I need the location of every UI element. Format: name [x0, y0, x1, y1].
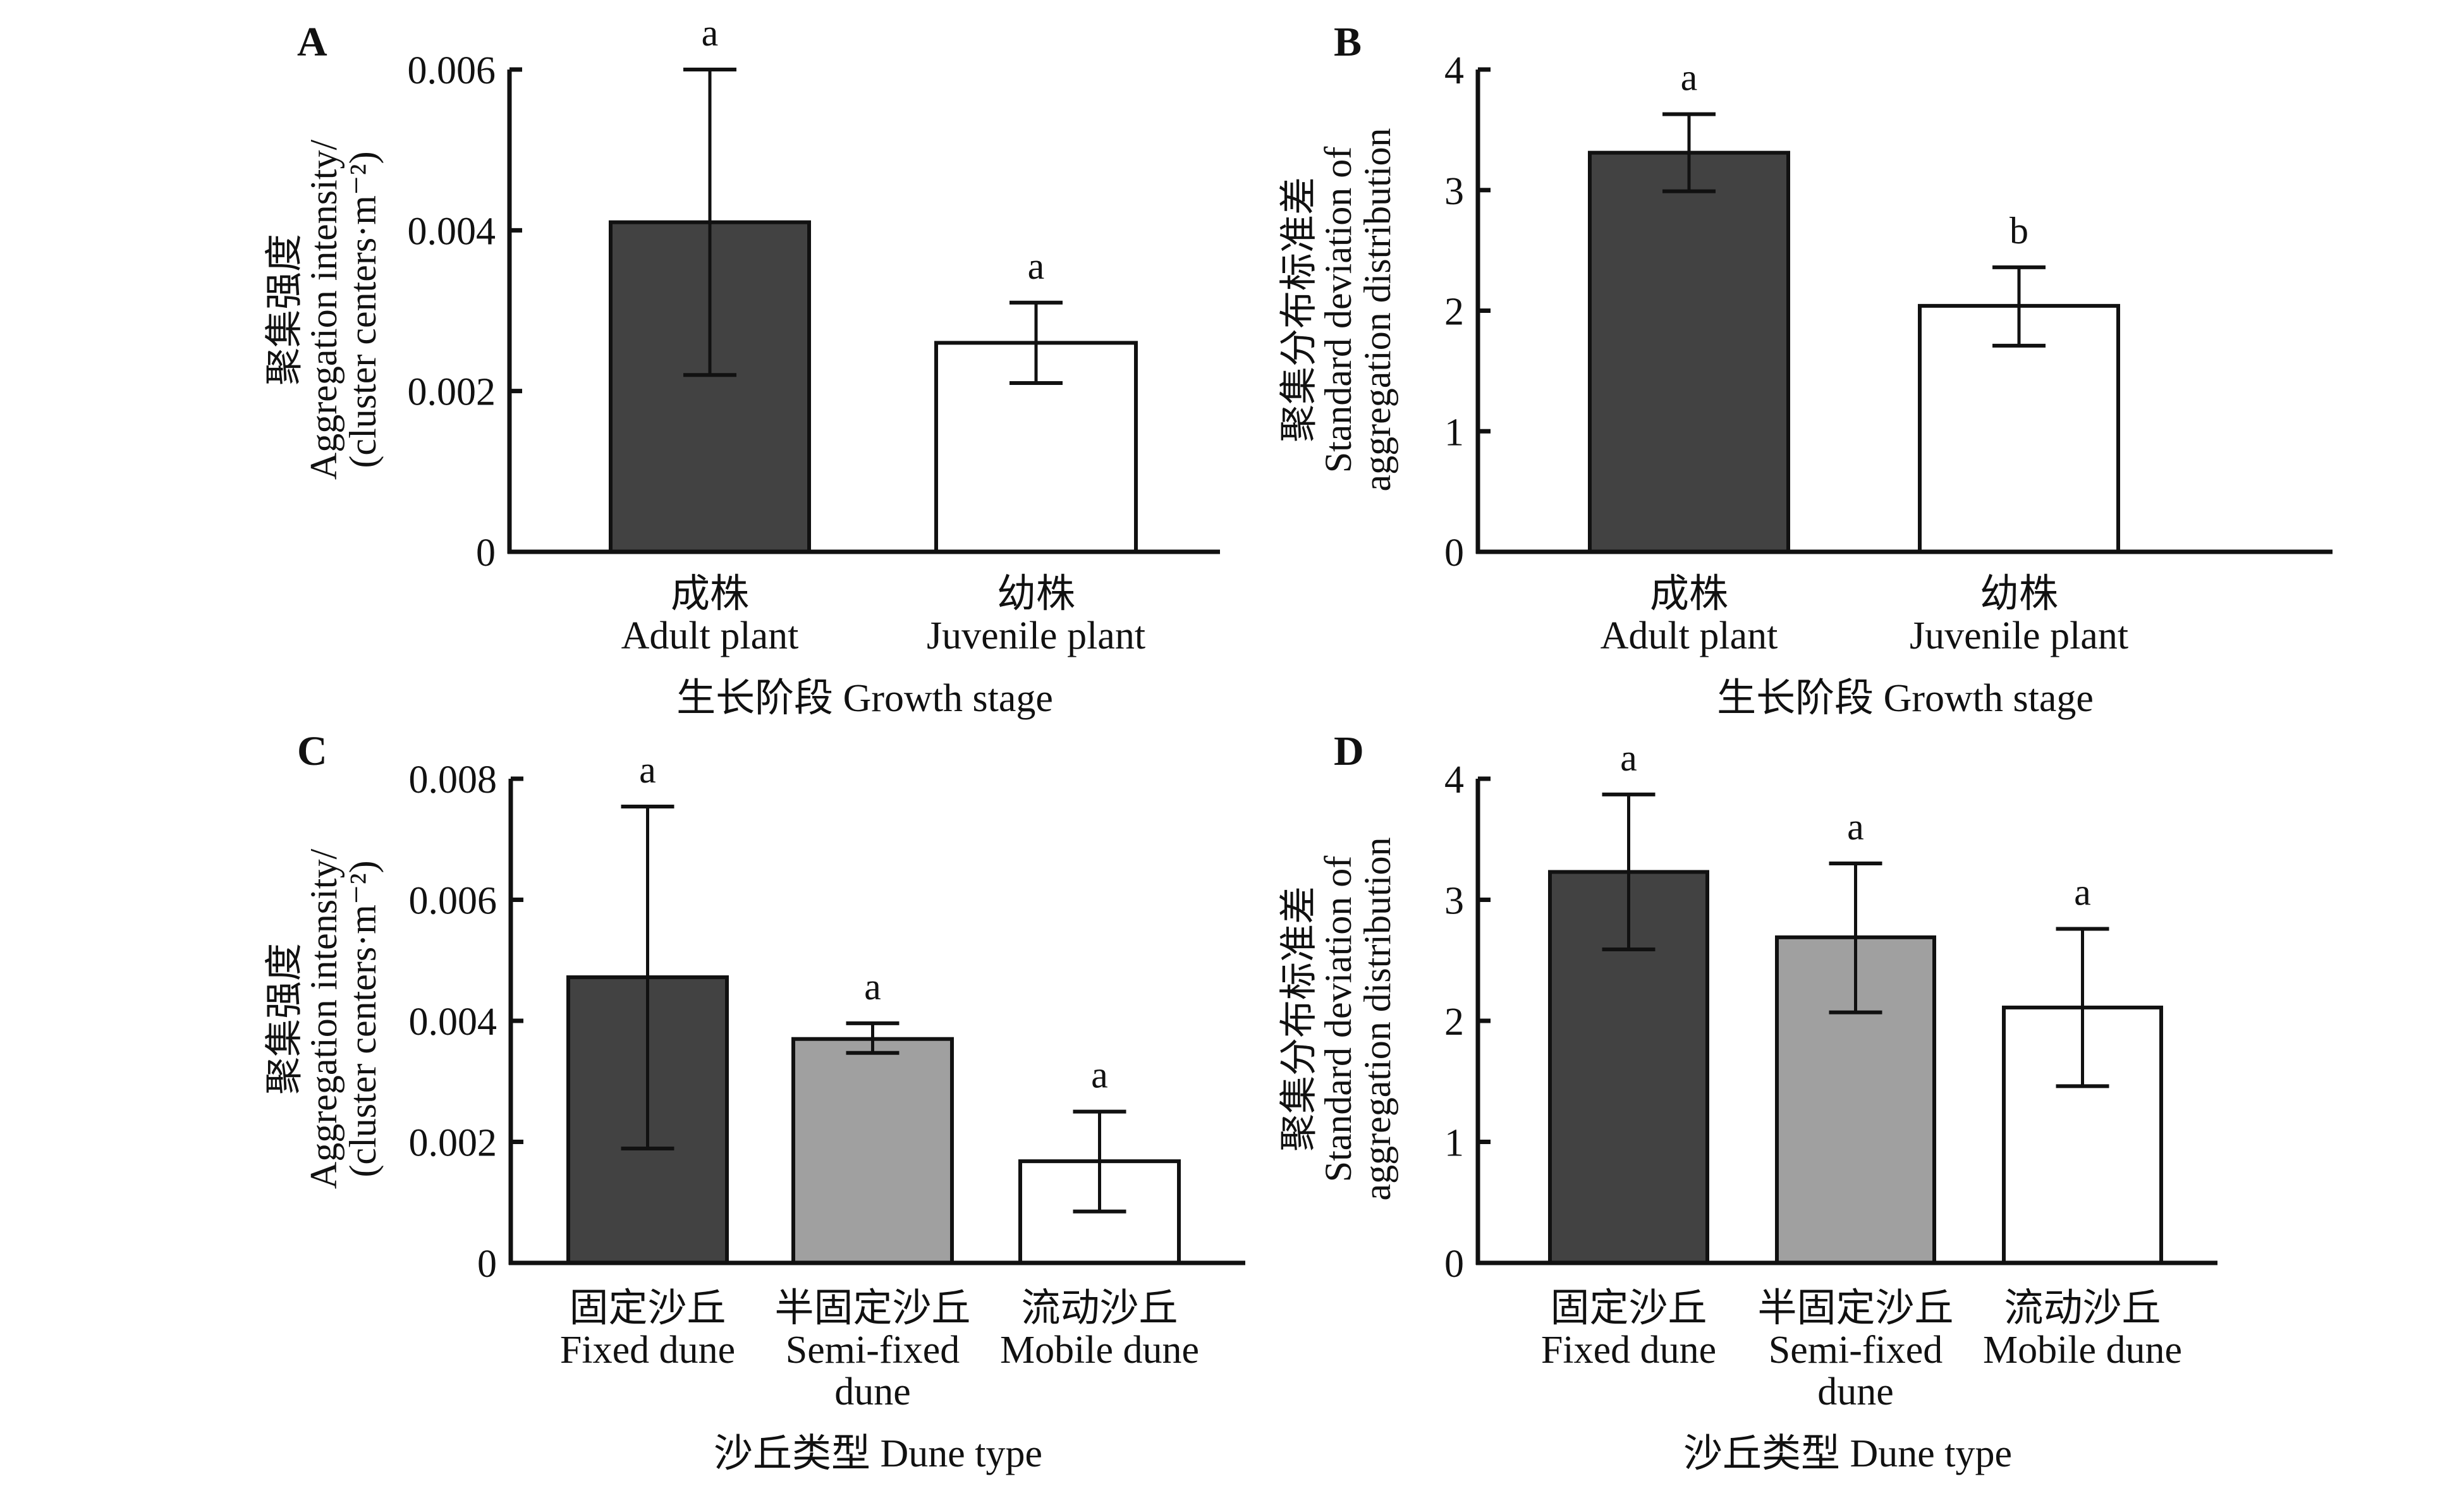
x-category-label: 固定沙丘 — [1550, 1287, 1707, 1330]
y-tick-label: 0.002 — [408, 371, 496, 414]
x-axis-title: 生长阶段 Growth stage — [676, 677, 1053, 720]
significance-letter: a — [1847, 806, 1864, 848]
x-category-label: Fixed dune — [560, 1329, 735, 1372]
x-category-label: 幼株 — [997, 573, 1075, 616]
y-tick-label: 1 — [1444, 1122, 1464, 1165]
x-category-label: Mobile dune — [1000, 1329, 1199, 1372]
panel-label: D — [1334, 728, 1364, 774]
x-category-label: Juvenile plant — [927, 614, 1145, 657]
y-tick-label: 0 — [1444, 1243, 1464, 1286]
significance-letter: a — [864, 966, 881, 1008]
significance-letter: b — [2010, 210, 2028, 252]
y-axis-title-line: 聚集强度 — [264, 234, 305, 386]
y-tick-label: 0 — [1444, 532, 1464, 575]
significance-letter: a — [1091, 1054, 1108, 1096]
y-tick-label: 0.004 — [408, 210, 496, 253]
y-tick-label: 0.002 — [409, 1122, 497, 1165]
y-tick-label: 4 — [1444, 49, 1464, 92]
bar — [1588, 150, 1790, 554]
significance-letter: a — [702, 12, 719, 54]
y-axis-title-line: Aggregation intensity/ — [303, 849, 345, 1190]
x-category-label: Semi-fixed — [1769, 1329, 1943, 1372]
x-category-label: 成株 — [671, 573, 749, 616]
y-axis-title-line: Standard deviation of — [1317, 856, 1359, 1183]
y-tick-label: 0.006 — [409, 880, 497, 923]
x-category-label: Semi-fixed — [786, 1329, 960, 1372]
x-axis-title: 生长阶段 Growth stage — [1717, 677, 2094, 720]
bar — [791, 1037, 954, 1265]
y-axis-title-line: Aggregation intensity/ — [303, 140, 345, 480]
x-category-label: Mobile dune — [1983, 1329, 2182, 1372]
y-tick-label: 0.006 — [408, 49, 496, 92]
y-tick-label: 0.008 — [409, 759, 497, 801]
x-category-label: 半固定沙丘 — [1757, 1287, 1953, 1330]
y-axis-title-line: aggregation distribution — [1357, 838, 1398, 1201]
y-tick-label: 0 — [477, 1243, 497, 1286]
x-category-label: Adult plant — [621, 614, 799, 657]
significance-letter: a — [639, 749, 656, 791]
y-tick-label: 3 — [1444, 170, 1464, 213]
x-category-label: dune — [1817, 1370, 1894, 1413]
x-category-label: Fixed dune — [1541, 1329, 1716, 1372]
x-axis-title: 沙丘类型 Dune type — [714, 1432, 1042, 1475]
y-tick-label: 0.004 — [409, 1001, 497, 1044]
y-tick-label: 1 — [1444, 411, 1464, 454]
x-axis-title: 沙丘类型 Dune type — [1683, 1432, 2012, 1475]
y-axis-title-line: (cluster centers·m⁻²) — [342, 151, 384, 468]
panel-label: A — [297, 19, 327, 65]
x-category-label: 固定沙丘 — [569, 1287, 726, 1330]
x-category-label: 半固定沙丘 — [774, 1287, 970, 1330]
y-axis-title-line: Standard deviation of — [1317, 147, 1359, 473]
x-category-label: Adult plant — [1601, 614, 1778, 657]
y-tick-label: 4 — [1444, 759, 1464, 801]
x-category-label: Juvenile plant — [1910, 614, 2128, 657]
y-tick-label: 2 — [1444, 1001, 1464, 1044]
y-axis-title-line: 聚集分布标准差 — [1278, 177, 1320, 442]
significance-letter: a — [2074, 871, 2091, 913]
panel-label: C — [297, 728, 327, 774]
significance-letter: a — [1028, 245, 1045, 287]
y-axis-title-line: aggregation distribution — [1357, 128, 1398, 492]
x-category-label: dune — [834, 1370, 911, 1413]
x-category-label: 成株 — [1650, 573, 1728, 616]
y-axis-title-line: 聚集分布标准差 — [1278, 886, 1320, 1152]
y-tick-label: 3 — [1444, 880, 1464, 923]
panel-label: B — [1334, 19, 1362, 65]
significance-letter: a — [1681, 57, 1698, 99]
x-category-label: 流动沙丘 — [1021, 1287, 1178, 1330]
y-tick-label: 2 — [1444, 291, 1464, 334]
x-category-label: 幼株 — [1980, 573, 2058, 616]
x-category-label: 流动沙丘 — [2004, 1287, 2161, 1330]
y-axis-title-line: (cluster centers·m⁻²) — [342, 860, 384, 1177]
y-axis-title-line: 聚集强度 — [264, 943, 305, 1095]
y-tick-label: 0 — [476, 532, 496, 575]
significance-letter: a — [1620, 737, 1637, 779]
